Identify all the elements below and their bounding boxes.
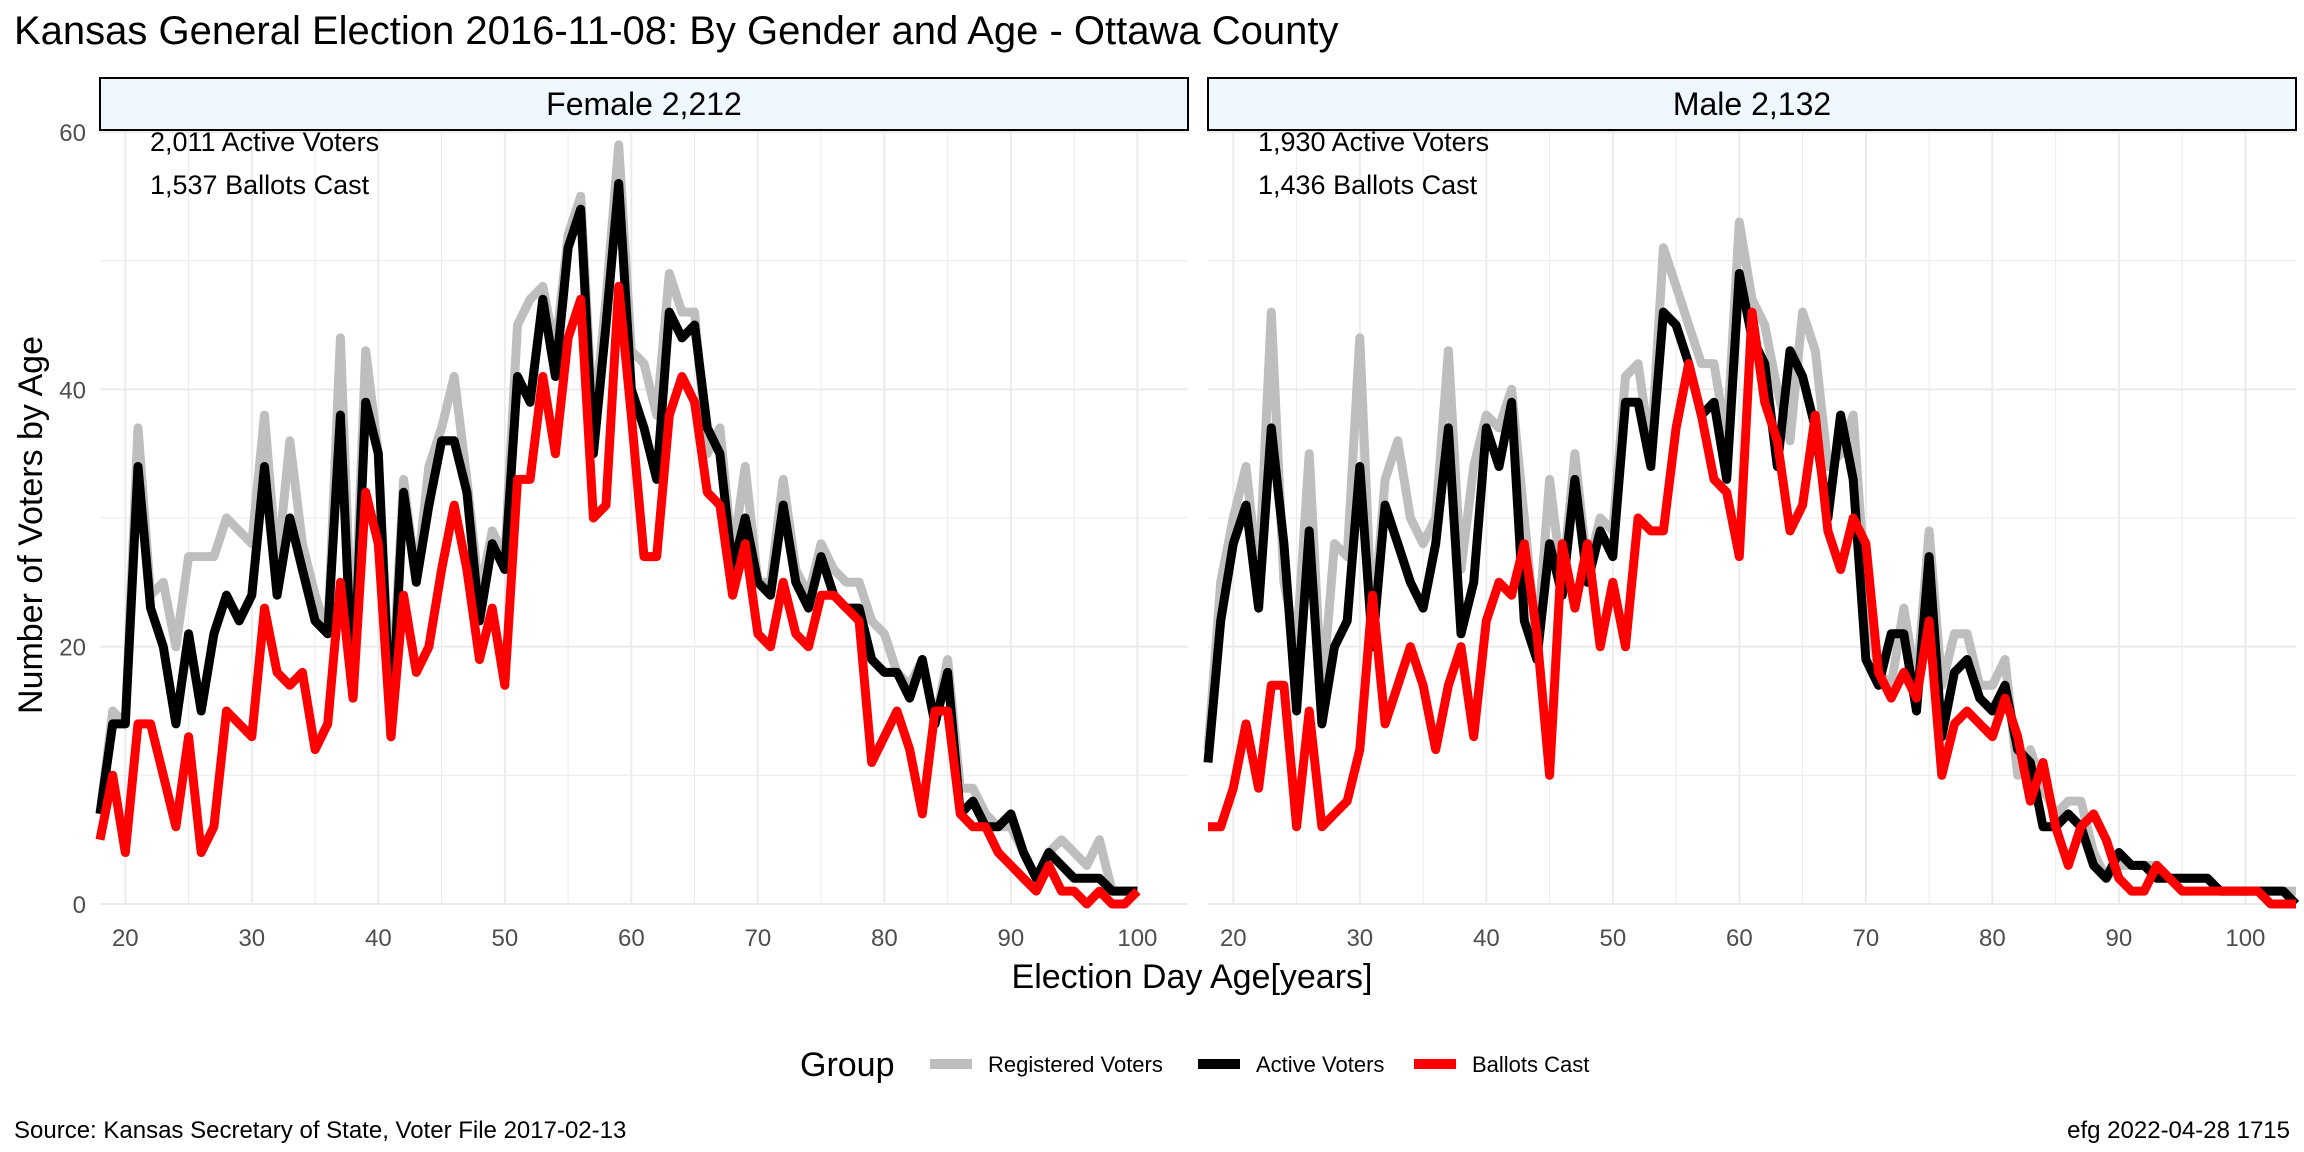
facet-strip: [1207, 77, 2297, 131]
y-tick-label: 60: [59, 120, 86, 147]
x-tick-label: 40: [365, 925, 392, 952]
series-line-ballots: [1208, 307, 2296, 909]
x-tick-label: 70: [1853, 925, 1880, 952]
x-tick-label: 90: [2106, 925, 2133, 952]
facet-strip-label: Female 2,212: [546, 86, 742, 122]
source-note: Source: Kansas Secretary of State, Voter…: [14, 1117, 626, 1144]
y-tick-label: 0: [73, 892, 86, 919]
x-tick-label: 100: [2225, 925, 2265, 952]
x-tick-label: 80: [871, 925, 898, 952]
x-tick-label: 30: [1346, 925, 1373, 952]
chart-title: Kansas General Election 2016-11-08: By G…: [14, 9, 1339, 53]
panel-annotation: 1,436 Ballots Cast: [1258, 170, 1478, 200]
x-tick-label: 100: [1117, 925, 1157, 952]
facet-panel-female: Female 2,212 20 30 40 50 60 70 80 90 100 0 20 40 60 2,…: [59, 77, 1189, 952]
x-tick-label: 90: [998, 925, 1025, 952]
series-line-active: [95, 179, 1138, 896]
panel-annotation: 1,537 Ballots Cast: [150, 170, 370, 200]
panel-annotation: 1,930 Active Voters: [1258, 127, 1489, 157]
facet-panel-male: Male 2,132 20 30 40 50 60 70 80 90 100 1,930 Activ…: [1203, 77, 2300, 952]
facet-panels: Female 2,212 20 30 40 50 60 70 80 90 100 0 20 40 60 2,…: [59, 77, 2300, 952]
y-tick-label: 40: [59, 377, 86, 404]
timestamp-note: efg 2022-04-28 1715: [2067, 1117, 2290, 1144]
y-axis-label: Number of Voters by Age: [12, 336, 50, 714]
x-tick-label: 60: [1726, 925, 1753, 952]
x-tick-label: 50: [1599, 925, 1626, 952]
facet-strip: [99, 77, 1189, 131]
legend-label-active: Active Voters: [1256, 1052, 1384, 1077]
x-tick-label: 40: [1473, 925, 1500, 952]
facet-strip-label: Male 2,132: [1673, 86, 1831, 122]
legend: Group Registered Voters Active Voters Ball…: [800, 1046, 1589, 1084]
x-tick-label: 30: [238, 925, 265, 952]
legend-title: Group: [800, 1046, 895, 1084]
x-tick-label: 20: [112, 925, 139, 952]
y-tick-label: 20: [59, 635, 86, 662]
x-tick-label: 20: [1220, 925, 1247, 952]
series-line-ballots: [95, 281, 1141, 909]
panel-annotation: 2,011 Active Voters: [150, 127, 379, 157]
x-tick-label: 70: [745, 925, 772, 952]
x-tick-label: 60: [618, 925, 645, 952]
legend-label-ballots: Ballots Cast: [1472, 1052, 1589, 1077]
x-axis-label: Election Day Age[years]: [1012, 958, 1373, 996]
legend-label-registered: Registered Voters: [988, 1052, 1163, 1077]
x-tick-label: 80: [1979, 925, 2006, 952]
x-tick-label: 50: [491, 925, 518, 952]
